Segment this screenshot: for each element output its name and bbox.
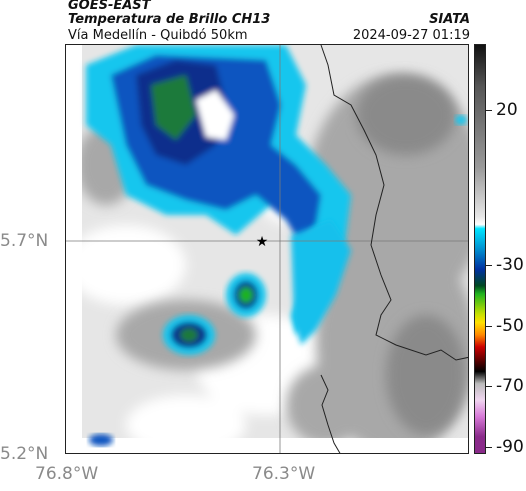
satellite-name: GOES-EAST bbox=[68, 0, 151, 13]
colorbar-label: -30 bbox=[496, 255, 524, 275]
latitude-label: 5.7°N bbox=[0, 231, 49, 251]
timestamp: 2024-09-27 01:19 bbox=[352, 28, 470, 43]
colorbar-tick-mark bbox=[486, 110, 492, 111]
colorbar-label: -90 bbox=[496, 437, 524, 457]
colorbar-tick-mark bbox=[486, 386, 492, 387]
route-subtitle: Vía Medellín - Quibdó 50km bbox=[68, 28, 248, 43]
colorbar-tick-mark bbox=[486, 447, 492, 448]
river-line bbox=[320, 374, 341, 453]
colorbar-label: -70 bbox=[496, 376, 524, 396]
colorbar bbox=[474, 44, 486, 454]
product-title: Temperatura de Brillo CH13 bbox=[68, 12, 271, 27]
longitude-label: 76.3°W bbox=[252, 464, 316, 484]
colorbar-label: 20 bbox=[496, 100, 518, 120]
org-name: SIATA bbox=[429, 12, 470, 27]
latitude-label: 5.2°N bbox=[0, 444, 49, 464]
colorbar-label: -50 bbox=[496, 316, 524, 336]
longitude-label: 76.8°W bbox=[35, 464, 99, 484]
colorbar-tick-mark bbox=[486, 326, 492, 327]
satellite-map[interactable]: ★ bbox=[65, 44, 469, 454]
star-icon[interactable]: ★ bbox=[256, 234, 269, 250]
colorbar-tick-mark bbox=[486, 265, 492, 266]
brightness-temperature-field: ★ bbox=[66, 45, 468, 453]
boundary-line bbox=[320, 45, 468, 361]
